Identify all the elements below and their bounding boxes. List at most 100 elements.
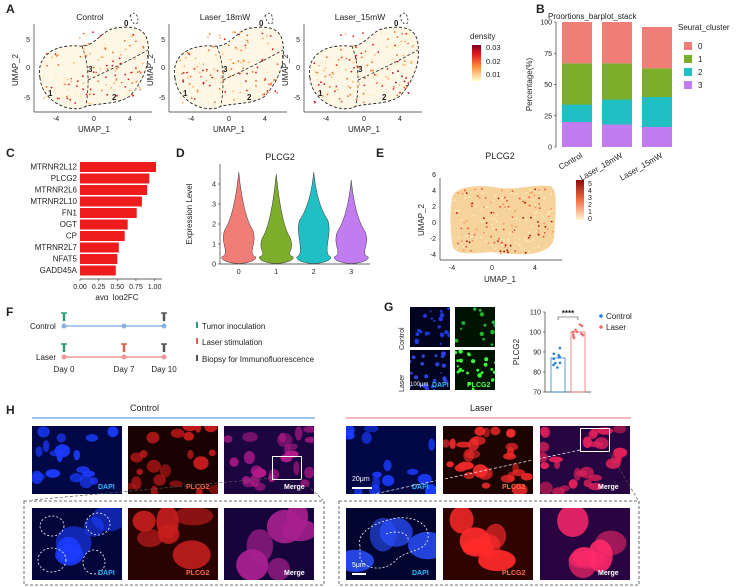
legend-swatch	[684, 42, 692, 50]
cell-blob	[443, 439, 450, 448]
cell-dot	[261, 32, 264, 35]
h-control-merge	[224, 426, 314, 494]
cell-dot	[538, 191, 541, 194]
cell-dot	[84, 35, 87, 38]
cell-dot	[371, 94, 374, 97]
cell-dot	[368, 73, 371, 76]
cell-blob	[194, 461, 207, 469]
cell-dot	[492, 228, 495, 230]
feature-xlabel: UMAP_1	[484, 275, 517, 284]
cell-blob	[548, 456, 563, 463]
cell-dot	[534, 190, 537, 193]
cell-spot	[448, 331, 450, 333]
cell-dot	[244, 38, 246, 41]
cell-dot	[473, 236, 476, 238]
cell-dot	[255, 85, 257, 87]
cell-blob	[481, 482, 491, 489]
cell-blob	[183, 431, 195, 441]
cell-dot	[401, 33, 404, 35]
y-tick-label: GADD45A	[40, 266, 78, 275]
cell-spot	[456, 370, 460, 374]
cell-dot	[530, 192, 532, 194]
cell-dot	[119, 62, 122, 65]
cell-dot	[522, 200, 525, 203]
cell-dot	[63, 77, 65, 79]
x-tick-label: 0.75	[129, 284, 143, 291]
cell-dot	[374, 54, 376, 56]
cell-dot	[535, 230, 538, 232]
cell-blob	[194, 426, 202, 433]
timeline-row-control: Control	[30, 322, 56, 331]
cell-dot	[243, 60, 245, 62]
cell-dot	[105, 84, 108, 86]
cell-dot	[518, 243, 521, 246]
cell-dot	[182, 101, 184, 104]
cell-dot	[76, 85, 78, 87]
cell-dot	[43, 75, 46, 78]
cell-dot	[51, 56, 53, 59]
cell-dot	[115, 67, 118, 70]
cell-dot	[219, 92, 221, 94]
cell-spot	[424, 386, 429, 390]
cell-dot	[372, 43, 374, 46]
cell-dot	[112, 60, 114, 63]
laser-icon	[121, 343, 127, 352]
cell-dot	[138, 51, 141, 53]
cell-dot	[247, 41, 249, 44]
cell-dot	[524, 218, 527, 221]
violin	[221, 171, 256, 264]
cell-dot	[515, 229, 517, 232]
cell-dot	[202, 69, 204, 72]
data-point	[554, 361, 557, 365]
cell-blob	[85, 434, 98, 442]
cell-dot	[69, 98, 72, 101]
cell-dot	[456, 247, 458, 250]
cell-blob	[293, 461, 300, 475]
cell-dot	[523, 248, 526, 250]
cell-dot	[319, 91, 322, 94]
cell-dot	[109, 89, 111, 91]
cell-dot	[115, 77, 118, 80]
cell-dot	[537, 221, 539, 223]
panel-label-g: G	[384, 300, 394, 314]
cell-dot	[485, 206, 487, 209]
cell-spot	[410, 360, 412, 364]
cell-dot	[502, 222, 505, 225]
cell-dot	[50, 86, 53, 89]
cell-dot	[339, 101, 342, 104]
cell-spot	[467, 353, 471, 357]
cell-dot	[511, 216, 514, 218]
cell-blob	[278, 432, 286, 443]
cell-blob	[73, 449, 81, 461]
cell-dot	[241, 72, 244, 74]
cell-dot	[256, 66, 259, 69]
cell-dot	[119, 54, 122, 56]
cell-blob	[505, 442, 519, 451]
cell-dot	[63, 83, 66, 85]
cell-dot	[396, 60, 399, 63]
legend-label: 0	[698, 42, 703, 51]
cell-dot	[544, 225, 547, 228]
cell-dot	[464, 197, 466, 200]
cell-spot	[478, 308, 482, 312]
data-point	[574, 328, 577, 332]
cell-dot	[507, 251, 509, 254]
cell-dot	[514, 241, 517, 244]
y-tick-label: -5	[294, 95, 300, 102]
cell-dot	[362, 101, 365, 104]
cell-dot	[208, 84, 211, 87]
cell-dot	[207, 36, 209, 39]
legend-marker	[599, 325, 603, 329]
cell-dot	[470, 236, 473, 238]
g-laser-plcg2-image	[455, 350, 495, 390]
cell-blob	[42, 440, 50, 453]
cell-dot	[410, 92, 413, 95]
cell-dot	[538, 197, 540, 199]
cell-dot	[133, 57, 136, 60]
cell-dot	[222, 79, 225, 82]
cell-spot	[493, 361, 495, 364]
legend-marker	[599, 314, 603, 318]
cell-dot	[58, 97, 61, 100]
cell-dot	[349, 93, 352, 96]
cell-spot	[473, 307, 477, 311]
